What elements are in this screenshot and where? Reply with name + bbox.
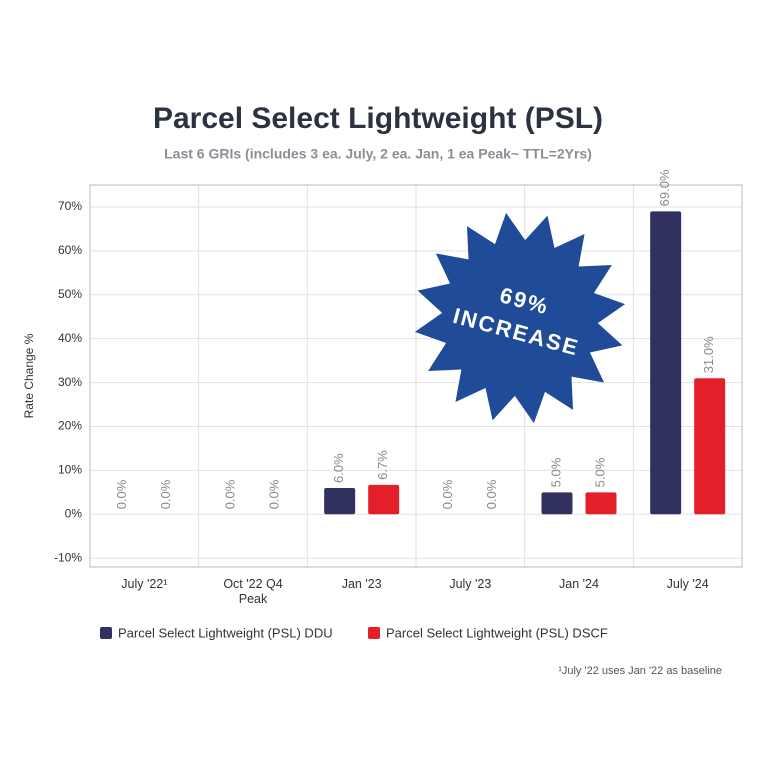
value-label: 69.0% [657, 169, 672, 206]
y-tick-label: 60% [58, 243, 82, 257]
x-tick-label: Jan '24 [559, 577, 599, 591]
value-label: 5.0% [548, 457, 563, 487]
chart-title: Parcel Select Lightweight (PSL) [153, 102, 603, 135]
value-label: 31.0% [701, 336, 716, 373]
bar [368, 484, 400, 515]
value-label: 0.0% [440, 479, 455, 509]
value-label: 5.0% [592, 457, 607, 487]
value-label: 6.7% [375, 450, 390, 480]
chart-subtitle: Last 6 GRIs (includes 3 ea. July, 2 ea. … [164, 146, 592, 162]
y-tick-label: 30% [58, 375, 82, 389]
bar [650, 211, 682, 515]
legend-label: Parcel Select Lightweight (PSL) DSCF [386, 625, 608, 640]
bar [585, 492, 617, 515]
value-label: 0.0% [222, 479, 237, 509]
bar [541, 492, 573, 515]
legend-swatch [368, 627, 380, 639]
y-axis-label: Rate Change % [22, 333, 36, 418]
y-tick-label: -10% [54, 550, 82, 564]
legend-swatch [100, 627, 112, 639]
y-tick-label: 70% [58, 199, 82, 213]
starburst: 69%INCREASE [414, 212, 626, 424]
x-tick-label: July '23 [449, 577, 492, 591]
x-tick-label: July '24 [666, 577, 709, 591]
bar [694, 378, 726, 515]
x-tick-label: Jan '23 [341, 577, 382, 591]
plot-frame [89, 184, 743, 568]
footnote: ¹July '22 uses Jan '22 as baseline [558, 665, 722, 677]
value-label: 0.0% [114, 479, 129, 509]
value-label: 0.0% [484, 479, 499, 509]
x-tick-label: Oct '22 Q4 Peak [223, 577, 283, 606]
legend-label: Parcel Select Lightweight (PSL) DDU [118, 625, 333, 640]
y-tick-label: 50% [58, 287, 82, 301]
starburst-shape [414, 212, 626, 424]
value-label: 0.0% [266, 479, 281, 509]
value-label: 0.0% [158, 479, 173, 509]
bar [324, 487, 356, 515]
y-tick-label: 40% [58, 331, 82, 345]
y-tick-label: 0% [65, 506, 83, 520]
x-tick-label: July '22¹ [121, 577, 168, 591]
value-label: 6.0% [331, 453, 346, 483]
y-tick-label: 10% [58, 463, 82, 477]
y-tick-label: 20% [58, 419, 82, 433]
